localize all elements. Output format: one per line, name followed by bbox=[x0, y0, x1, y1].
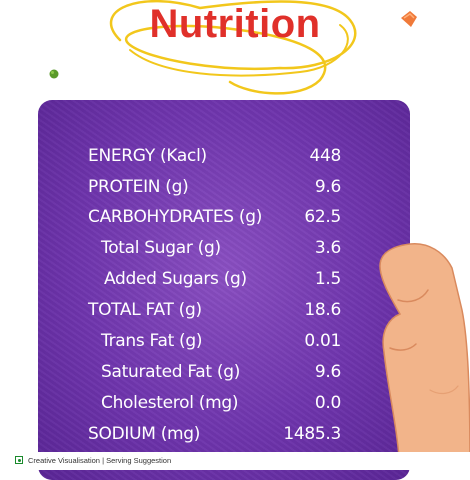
nutrition-card: ENERGY (Kacl) 448 PROTEIN (g) 9.6 CARBOH… bbox=[38, 100, 410, 480]
nutrition-row: CARBOHYDRATES (g) 62.5 bbox=[38, 207, 410, 237]
nutrient-value: 1.5 bbox=[314, 269, 341, 289]
carrot-piece-icon bbox=[401, 11, 417, 27]
nutrition-row: ENERGY (Kacl) 448 bbox=[38, 146, 410, 176]
nutrient-label: TOTAL FAT (g) bbox=[88, 300, 202, 320]
nutrient-label: Total Sugar (g) bbox=[101, 238, 221, 258]
nutrition-row: Total Sugar (g) 3.6 bbox=[38, 238, 410, 268]
nutrient-value: 18.6 bbox=[304, 300, 341, 320]
footer-note: Creative Visualisation | Serving Suggest… bbox=[0, 452, 470, 470]
nutrient-value: 9.6 bbox=[314, 177, 341, 197]
nutrient-value: 1485.3 bbox=[283, 424, 341, 444]
veg-mark-icon bbox=[15, 456, 23, 464]
nutrient-value: 0.0 bbox=[314, 393, 341, 413]
decorative-squiggle bbox=[109, 0, 357, 95]
nutrition-row: Trans Fat (g) 0.01 bbox=[38, 331, 410, 361]
nutrient-value: 0.01 bbox=[304, 331, 341, 351]
page-title: Nutrition bbox=[149, 2, 321, 46]
nutrition-row: TOTAL FAT (g) 18.6 bbox=[38, 300, 410, 330]
nutrient-label: Trans Fat (g) bbox=[101, 331, 203, 351]
nutrient-label: PROTEIN (g) bbox=[88, 177, 189, 197]
nutrient-label: ENERGY (Kacl) bbox=[88, 146, 207, 166]
nutrient-label: SODIUM (mg) bbox=[88, 424, 201, 444]
nutrition-row: PROTEIN (g) 9.6 bbox=[38, 177, 410, 207]
nutrient-label: Saturated Fat (g) bbox=[101, 362, 241, 382]
pea-icon bbox=[49, 69, 59, 79]
nutrient-value: 9.6 bbox=[314, 362, 341, 382]
nutrient-label: Added Sugars (g) bbox=[104, 269, 247, 289]
nutrition-row: SODIUM (mg) 1485.3 bbox=[38, 424, 410, 454]
hand-illustration-icon bbox=[379, 243, 470, 470]
nutrition-row: Added Sugars (g) 1.5 bbox=[38, 269, 410, 299]
nutrient-value: 3.6 bbox=[314, 238, 341, 258]
nutrition-row: Saturated Fat (g) 9.6 bbox=[38, 362, 410, 392]
nutrient-label: Cholesterol (mg) bbox=[101, 393, 239, 413]
nutrient-label: CARBOHYDRATES (g) bbox=[88, 207, 263, 227]
nutrient-value: 62.5 bbox=[304, 207, 341, 227]
footer-text: Creative Visualisation | Serving Suggest… bbox=[28, 456, 172, 465]
nutrition-row: Cholesterol (mg) 0.0 bbox=[38, 393, 410, 423]
nutrient-value: 448 bbox=[309, 146, 341, 166]
